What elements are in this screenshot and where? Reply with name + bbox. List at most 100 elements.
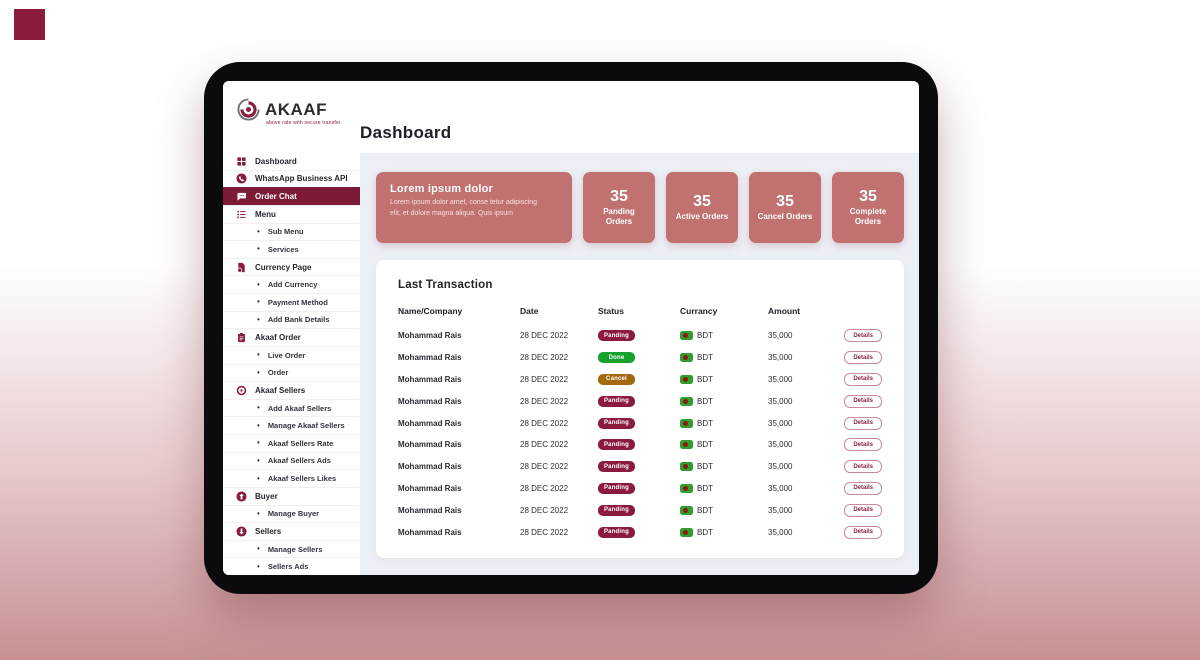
bullet-icon: •	[257, 279, 260, 289]
status-badge: Panding	[598, 330, 635, 342]
sidebar-subitem-manage-sellers[interactable]: • Manage Sellers	[223, 539, 360, 558]
cell-name: Mohammad Rais	[398, 396, 462, 406]
stat-card-cancel-orders[interactable]: 35 Cancel Orders	[749, 172, 821, 243]
stat-label: Active Orders	[675, 211, 729, 221]
currency-code: BDT	[697, 418, 713, 428]
sidebar-subitem-manage-akaaf-sellers[interactable]: • Manage Akaaf Sellers	[223, 416, 360, 434]
hero-card: Lorem ipsum dolor Lorem ipsum dolor amet…	[376, 172, 572, 243]
hero-title: Lorem ipsum dolor	[390, 183, 494, 195]
sidebar-subitem-akaaf-sellers-likes[interactable]: • Akaaf Sellers Likes	[223, 469, 360, 487]
stat-card-active-orders[interactable]: 35 Active Orders	[666, 172, 738, 243]
details-button[interactable]: Details	[844, 525, 882, 539]
sidebar-item-label: Akaaf Sellers Rate	[267, 438, 334, 448]
sidebar-subitem-payment-method[interactable]: • Payment Method	[223, 293, 360, 311]
sidebar-subitem-services[interactable]: • Services	[223, 240, 360, 258]
cell-amount: 35,000	[768, 483, 793, 493]
cell-date: 28 DEC 2022	[520, 440, 569, 450]
sidebar-subitem-add-akaaf-sellers[interactable]: • Add Akaaf Sellers	[223, 398, 360, 417]
sidebar-item-label: WhatsApp Business API	[255, 174, 348, 184]
column-header-name-company: Name/Company	[398, 306, 463, 316]
sidebar-item-currency-page[interactable]: Currency Page	[223, 257, 360, 276]
bullet-icon: •	[257, 508, 260, 518]
currency-code: BDT	[697, 396, 713, 406]
cell-amount: 35,000	[768, 374, 793, 384]
grid-icon	[236, 156, 247, 167]
sidebar-item-label: Add Akaaf Sellers	[267, 403, 332, 413]
details-button[interactable]: Details	[844, 416, 882, 430]
bangladesh-flag-icon	[680, 440, 693, 450]
sidebar-subitem-akaaf-sellers-rate[interactable]: • Akaaf Sellers Rate	[223, 434, 360, 452]
details-button[interactable]: Details	[844, 460, 882, 474]
cell-currency: BDT	[680, 396, 768, 406]
details-button[interactable]: Details	[844, 372, 882, 386]
sidebar-item-label: Manage Sellers	[267, 544, 323, 554]
stat-card-panding-orders[interactable]: 35 Panding Orders	[583, 172, 655, 243]
app-body: Dashboard WhatsApp Business API Order Chat…	[223, 153, 919, 575]
phone-circle-icon	[236, 173, 247, 184]
details-button[interactable]: Details	[844, 438, 882, 452]
cell-name: Mohammad Rais	[398, 331, 462, 341]
hero-body: Lorem ipsum dolor amet, conse tetur adip…	[390, 199, 538, 217]
details-button[interactable]: Details	[844, 503, 882, 517]
details-button[interactable]: Details	[844, 481, 882, 495]
sidebar-subitem-sellers-ads[interactable]: • Sellers Ads	[223, 557, 360, 575]
sidebar-subitem-add-currency[interactable]: • Add Currency	[223, 275, 360, 293]
bullet-icon: •	[257, 350, 260, 360]
currency-code: BDT	[697, 462, 713, 472]
cell-currency: BDT	[680, 462, 768, 472]
details-button[interactable]: Details	[844, 329, 882, 343]
sidebar-subitem-manage-buyer[interactable]: • Manage Buyer	[223, 504, 360, 523]
cell-status: Panding	[598, 330, 680, 342]
cell-status: Panding	[598, 482, 680, 494]
sidebar-item-sellers[interactable]: Sellers	[223, 522, 360, 540]
sidebar-item-label: Dashboard	[255, 156, 297, 166]
sidebar-item-buyer[interactable]: Buyer	[223, 486, 360, 505]
brand-name: AKAAF	[265, 99, 327, 119]
details-button[interactable]: Details	[844, 394, 882, 408]
cell-amount: 35,000	[768, 418, 793, 428]
details-button[interactable]: Details	[844, 351, 882, 365]
sidebar-item-dashboard[interactable]: Dashboard	[223, 153, 360, 170]
table-header-row: Name/Company Date Status Currancy Amount	[398, 301, 882, 325]
status-badge: Panding	[598, 482, 635, 494]
table-row: Mohammad Rais 28 DEC 2022 Cancel BDT 35,000 D…	[398, 369, 882, 391]
table-body: Mohammad Rais 28 DEC 2022 Panding BDT 35,000…	[398, 325, 882, 543]
sidebar-item-akaaf-sellers[interactable]: Akaaf Sellers	[223, 381, 360, 399]
cell-currency: BDT	[680, 418, 768, 428]
sidebar-item-label: Order Chat	[255, 192, 297, 202]
table-row: Mohammad Rais 28 DEC 2022 Panding BDT 35,000…	[398, 390, 882, 412]
cell-amount: 35,000	[768, 505, 793, 515]
chat-bubble-icon	[236, 191, 247, 202]
sidebar-item-akaaf-order[interactable]: Akaaf Order	[223, 328, 360, 346]
bullet-icon: •	[257, 226, 260, 236]
cell-currency: BDT	[680, 353, 768, 363]
cell-details: Details	[812, 351, 882, 365]
sidebar-subitem-akaaf-sellers-ads[interactable]: • Akaaf Sellers Ads	[223, 451, 360, 470]
brand-logo[interactable]: AKAAF above rate with secure transfer	[236, 97, 360, 126]
sidebar-item-label: Manage Akaaf Sellers	[267, 421, 345, 431]
bangladesh-flag-icon	[680, 483, 693, 493]
stat-card-complete-orders[interactable]: 35 Complete Orders	[832, 172, 904, 243]
status-badge: Panding	[598, 461, 635, 473]
sidebar-subitem-live-order[interactable]: • Live Order	[223, 345, 360, 364]
cell-details: Details	[812, 394, 882, 408]
sidebar-subitem-sub-menu[interactable]: • Sub Menu	[223, 222, 360, 241]
cell-currency: BDT	[680, 331, 768, 341]
status-badge: Done	[598, 352, 635, 364]
column-header-status: Status	[598, 306, 624, 316]
cell-amount: 35,000	[768, 462, 793, 472]
bangladesh-flag-icon	[680, 527, 693, 537]
sidebar-subitem-order[interactable]: • Order	[223, 363, 360, 382]
status-badge: Cancel	[598, 373, 635, 385]
cell-amount: 35,000	[768, 353, 793, 363]
sidebar-item-order-chat[interactable]: Order Chat	[223, 187, 360, 205]
main-content: Lorem ipsum dolor Lorem ipsum dolor amet…	[360, 153, 919, 575]
cell-status: Panding	[598, 461, 680, 473]
sidebar-subitem-add-bank-details[interactable]: • Add Bank Details	[223, 310, 360, 329]
cell-date: 28 DEC 2022	[520, 374, 569, 384]
stat-label: Complete Orders	[849, 206, 887, 226]
sidebar-item-whatsapp-business-api[interactable]: WhatsApp Business API	[223, 169, 360, 188]
stat-value: 35	[693, 192, 711, 210]
sidebar-item-menu[interactable]: Menu	[223, 204, 360, 223]
app-screen: AKAAF above rate with secure transfer Da…	[223, 81, 919, 575]
